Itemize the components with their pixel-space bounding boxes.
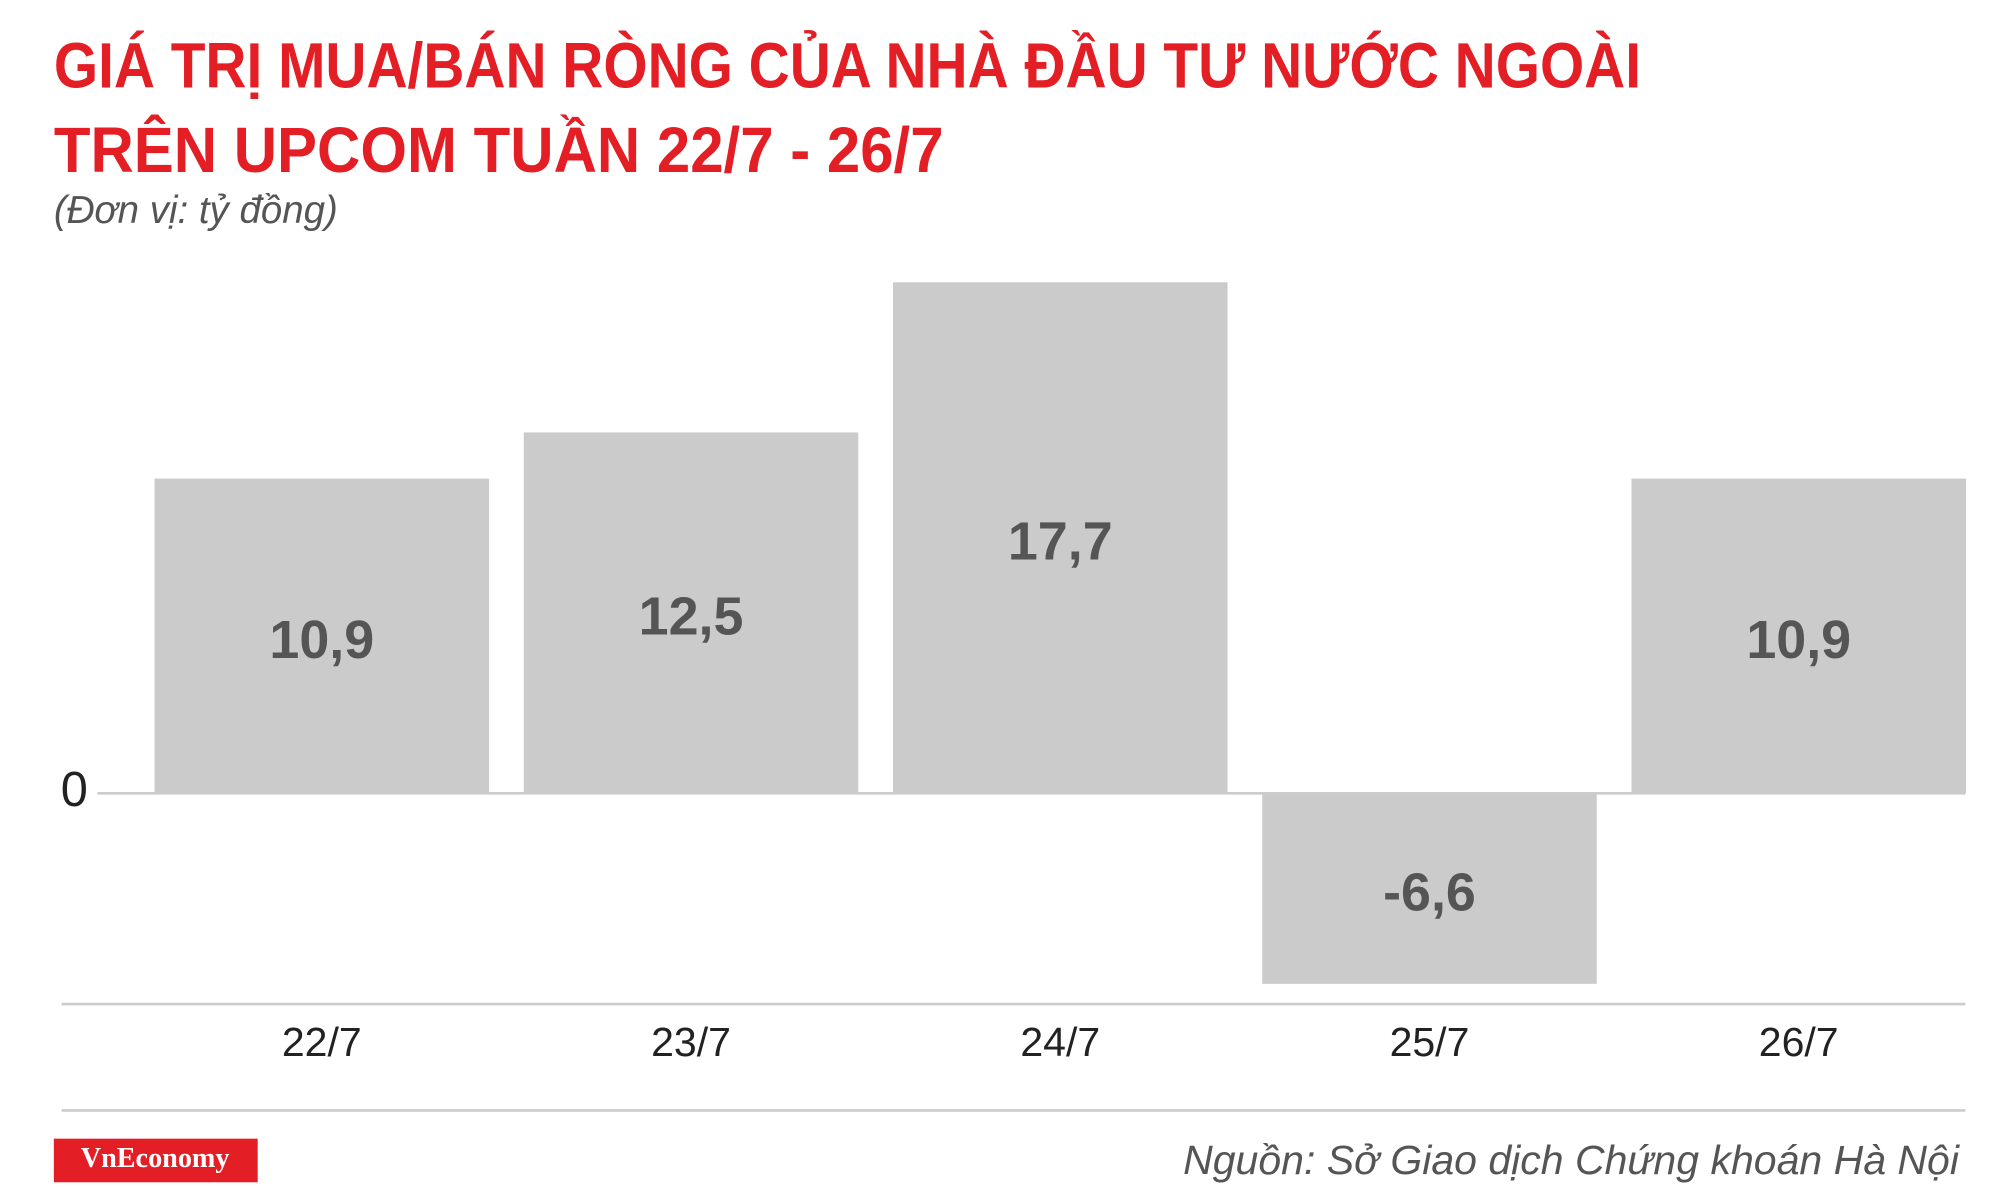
y-tick-label: 0: [61, 763, 88, 817]
x-tick-label: 26/7: [1759, 1019, 1839, 1065]
x-tick-label: 23/7: [651, 1019, 731, 1065]
chart-title: GIÁ TRỊ MUA/BÁN RÒNG CỦA NHÀ ĐẦU TƯ NƯỚC…: [54, 28, 1641, 101]
x-tick-label: 25/7: [1390, 1019, 1470, 1065]
value-label: 10,9: [269, 610, 374, 670]
brand-box: [53, 1138, 258, 1183]
x-tick-label: 24/7: [1020, 1019, 1100, 1065]
value-label: 10,9: [1746, 610, 1851, 670]
chart-title: TRÊN UPCOM TUẦN 22/7 - 26/7: [54, 113, 944, 186]
source: Nguồn: Sở Giao dịch Chứng khoán Hà Nội: [1183, 1137, 1961, 1183]
chart-subtitle: (Đơn vị: tỷ đồng): [54, 189, 338, 232]
brand: VnEconomy: [81, 1143, 230, 1174]
bar: [1262, 793, 1597, 984]
bar: [1631, 478, 1966, 794]
bar: [892, 282, 1228, 794]
x-tick-label: 22/7: [282, 1019, 362, 1065]
value-label: -6,6: [1383, 862, 1476, 922]
value-label: 12,5: [639, 587, 744, 647]
value-label: 17,7: [1008, 512, 1113, 572]
bar: [523, 432, 859, 794]
bar: [154, 478, 490, 794]
